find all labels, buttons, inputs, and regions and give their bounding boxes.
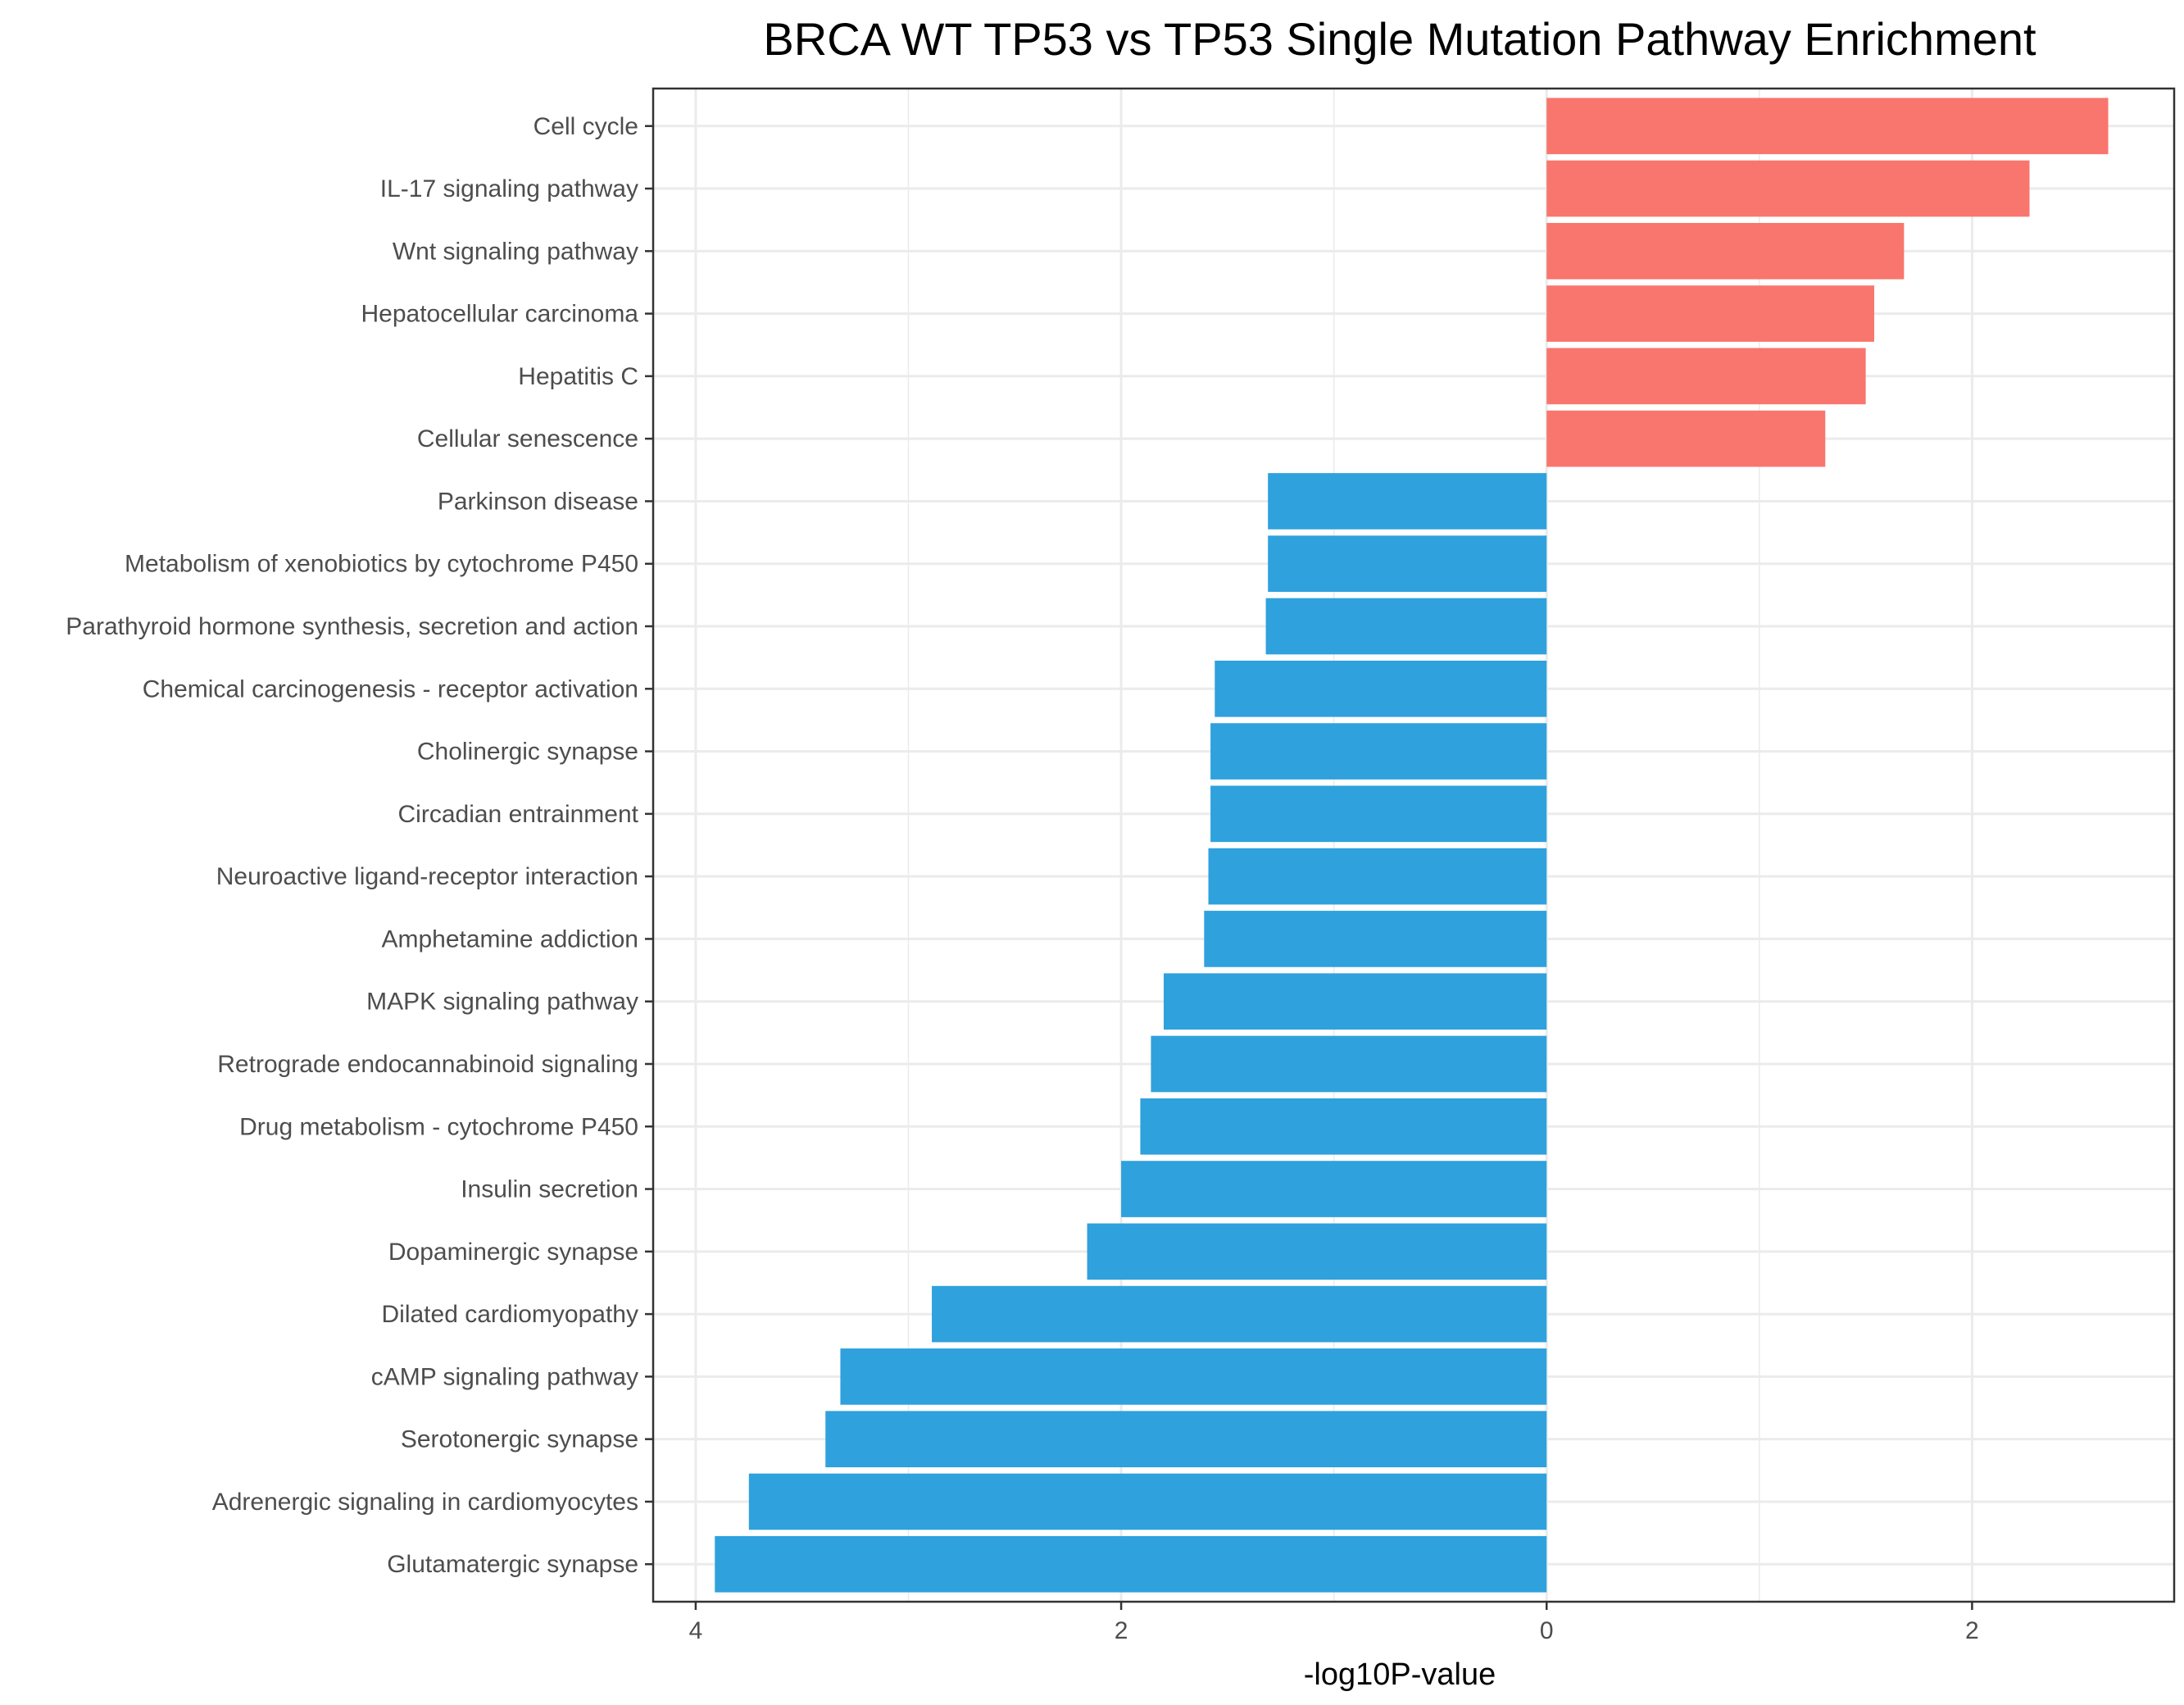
bar [840, 1348, 1547, 1405]
bar [1204, 911, 1547, 967]
bar [1163, 973, 1547, 1030]
bar [932, 1285, 1547, 1343]
bar [1268, 473, 1547, 530]
category-label: Serotonergic synapse [401, 1426, 638, 1453]
category-label: Metabolism of xenobiotics by cytochrome … [125, 551, 638, 578]
x-tick-label: 2 [1115, 1617, 1128, 1644]
category-label: Wnt signaling pathway [393, 238, 638, 265]
bar [1151, 1035, 1547, 1093]
category-label: Cell cycle [534, 113, 638, 140]
bar [715, 1535, 1547, 1593]
bar [1546, 98, 2109, 155]
category-label: Drug metabolism - cytochrome P450 [239, 1113, 638, 1140]
bar [1546, 410, 1826, 467]
bar [1140, 1098, 1547, 1155]
bar [1265, 598, 1547, 655]
x-tick-label: 0 [1540, 1617, 1554, 1644]
category-label: Glutamatergic synapse [387, 1551, 638, 1578]
category-label: Retrograde endocannabinoid signaling [217, 1051, 638, 1078]
bar [1087, 1223, 1547, 1280]
chart-title: BRCA WT TP53 vs TP53 Single Mutation Pat… [763, 13, 2036, 65]
category-label: Adrenergic signaling in cardiomyocytes [212, 1489, 638, 1516]
category-axis: Cell cycle IL-17 signaling pathway Wnt sig… [66, 113, 653, 1578]
x-tick-label: 4 [689, 1617, 703, 1644]
bar [1546, 285, 1874, 342]
bars [715, 98, 2109, 1593]
category-label: Hepatitis C [518, 363, 638, 390]
bar [1215, 660, 1547, 717]
bar [1268, 535, 1547, 593]
plot-border [652, 87, 2176, 1603]
category-label: MAPK signaling pathway [366, 989, 638, 1016]
category-label: IL-17 signaling pathway [380, 175, 638, 202]
bar [1546, 348, 1866, 405]
category-label: Neuroactive ligand-receptor interaction [216, 863, 638, 890]
category-label: cAMP signaling pathway [371, 1363, 638, 1390]
category-label: Insulin secretion [461, 1176, 638, 1203]
bar [1210, 785, 1547, 843]
category-label: Hepatocellular carcinoma [361, 301, 639, 328]
category-label: Parathyroid hormone synthesis, secretion… [66, 613, 638, 640]
bar [1210, 723, 1547, 780]
category-label: Cholinergic synapse [417, 739, 638, 766]
bar [1208, 848, 1547, 905]
value-axis: 4 2 0 2 [689, 1602, 1979, 1644]
category-label: Parkinson disease [438, 488, 638, 515]
category-label: Dopaminergic synapse [388, 1239, 638, 1266]
x-tick-label: 2 [1965, 1617, 1979, 1644]
category-label: Amphetamine addiction [381, 925, 638, 953]
category-label: Dilated cardiomyopathy [382, 1301, 639, 1328]
bar [825, 1411, 1547, 1467]
category-label: Cellular senescence [417, 425, 638, 452]
x-axis-title: -log10P-value [1304, 1657, 1496, 1692]
bar [1546, 223, 1905, 280]
bar [1546, 160, 2030, 217]
category-label: Chemical carcinogenesis - receptor activ… [143, 675, 638, 702]
category-label: Circadian entrainment [398, 801, 639, 828]
bar [748, 1473, 1547, 1530]
bar [1121, 1161, 1547, 1217]
